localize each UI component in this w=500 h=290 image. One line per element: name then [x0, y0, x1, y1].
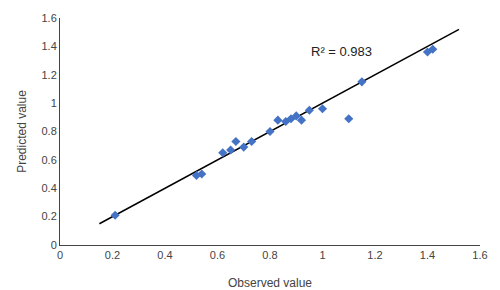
svg-text:0: 0	[51, 239, 57, 251]
svg-text:0.8: 0.8	[42, 125, 57, 137]
svg-text:1.4: 1.4	[42, 40, 57, 52]
svg-text:1.6: 1.6	[472, 249, 487, 261]
svg-text:1.6: 1.6	[42, 12, 57, 24]
svg-text:1.4: 1.4	[420, 249, 435, 261]
svg-text:0.6: 0.6	[210, 249, 225, 261]
svg-text:0.8: 0.8	[262, 249, 277, 261]
svg-text:0.6: 0.6	[42, 154, 57, 166]
svg-text:1: 1	[319, 249, 325, 261]
svg-text:1: 1	[51, 97, 57, 109]
svg-text:1.2: 1.2	[367, 249, 382, 261]
svg-text:0.2: 0.2	[42, 210, 57, 222]
svg-text:R² = 0.983: R² = 0.983	[311, 44, 372, 59]
svg-text:1.2: 1.2	[42, 69, 57, 81]
svg-text:0.4: 0.4	[42, 182, 57, 194]
svg-text:Predicted value: Predicted value	[15, 90, 29, 173]
svg-text:0.4: 0.4	[157, 249, 172, 261]
svg-text:0.2: 0.2	[105, 249, 120, 261]
svg-text:0: 0	[57, 249, 63, 261]
svg-text:Observed value: Observed value	[228, 276, 312, 290]
